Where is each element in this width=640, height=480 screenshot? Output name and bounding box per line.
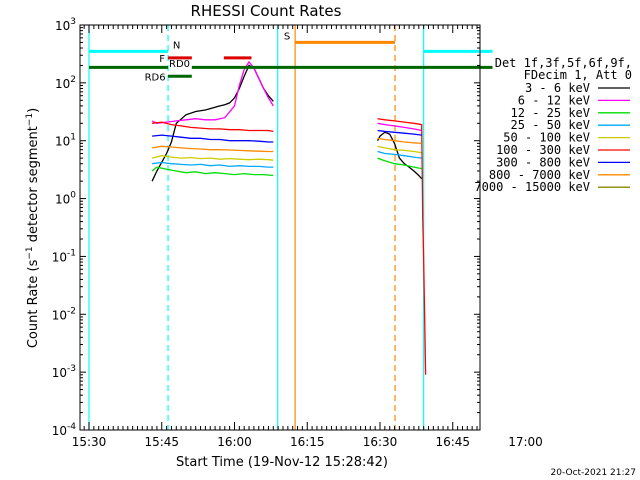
series-line — [151, 166, 274, 177]
y-tick-label: 102 — [55, 75, 76, 91]
flag-label: RD0 — [169, 59, 190, 70]
series-line — [377, 122, 422, 132]
y-tick-base: 10 — [55, 135, 70, 149]
series-line — [377, 129, 422, 136]
y-tick-exponent: -1 — [67, 248, 76, 258]
y-tick-label: 103 — [55, 17, 76, 33]
series-line — [152, 121, 274, 133]
legend-entry-label: 50 - 100 keV — [503, 131, 590, 145]
x-tick-label: 16:45 — [435, 435, 470, 449]
series-line — [377, 118, 427, 375]
plot-frame — [79, 24, 481, 431]
series-line — [151, 60, 274, 124]
y-tick-base: 10 — [52, 366, 67, 380]
x-tick-label: 16:15 — [290, 435, 325, 449]
vertical-marker-lines — [88, 25, 425, 430]
x-tick-label: 15:30 — [72, 435, 107, 449]
chart-title: RHESSI Count Rates — [191, 2, 342, 20]
series-layer — [151, 60, 427, 375]
y-tick-base: 10 — [52, 308, 67, 322]
footer-timestamp: 20-Oct-2021 21:27 — [551, 468, 636, 478]
flag-label: N — [173, 40, 180, 51]
x-tick-label: 15:45 — [144, 435, 179, 449]
y-axis-label-main: Count Rate (s — [26, 259, 41, 348]
y-axis-label: Count Rate (s−1 detector segment−1) — [25, 108, 41, 348]
legend-entry-label: 7000 - 15000 keV — [474, 180, 590, 194]
y-tick-label: 100 — [55, 191, 76, 207]
series-line — [377, 150, 422, 159]
y-axis-label-end: ) — [26, 108, 41, 113]
x-tick-label: 16:00 — [217, 435, 252, 449]
legend-entry-label: 100 - 300 keV — [496, 143, 590, 157]
y-tick-label: 10-1 — [52, 248, 76, 264]
y-tick-label: 10-3 — [52, 364, 76, 380]
y-tick-base: 10 — [55, 19, 70, 33]
series-line — [152, 134, 274, 143]
x-axis-label: Start Time (19-Nov-12 15:28:42) — [176, 455, 388, 470]
y-axis-label-mid: detector segment — [26, 126, 41, 246]
legend-entry-label: 6 - 12 keV — [518, 93, 590, 107]
y-tick-exponent: -2 — [67, 306, 76, 316]
legend-entry-label: 25 - 50 keV — [511, 118, 590, 132]
series-line — [151, 145, 274, 153]
y-tick-base: 10 — [55, 77, 70, 91]
y-axis-label-sup1: −1 — [25, 246, 35, 259]
series-line — [377, 145, 422, 154]
legend-entry-label: 800 - 7000 keV — [489, 168, 590, 182]
legend-entry-label: 3 - 6 keV — [525, 81, 590, 95]
y-tick-exponent: 3 — [70, 17, 76, 27]
series-line — [377, 137, 422, 145]
y-tick-base: 10 — [55, 193, 70, 207]
legend-header: Det 1f,3f,5f,6f,9f, — [495, 56, 632, 70]
y-axis-label-sup2: −1 — [25, 113, 35, 126]
flag-label: S — [284, 31, 290, 42]
flag-label: RD6 — [145, 72, 166, 83]
legend-header: FDecim 1, Att 0 — [524, 68, 632, 82]
series-line — [377, 131, 423, 180]
y-tick-exponent: 2 — [70, 75, 76, 85]
series-line — [151, 155, 274, 161]
series-line — [377, 157, 422, 170]
legend: Det 1f,3f,5f,6f,9f,FDecim 1, Att 03 - 6 … — [474, 56, 632, 194]
y-tick-exponent: 0 — [70, 191, 76, 201]
x-axis: 15:30 15:45 16:00 16:15 16:30 16:45 17:00 — [72, 25, 543, 449]
flag-label: F — [159, 54, 165, 65]
x-tick-label: 16:30 — [363, 435, 398, 449]
y-tick-exponent: 1 — [70, 133, 76, 143]
legend-entry-label: 300 - 800 keV — [496, 155, 590, 169]
y-tick-label: 10-2 — [52, 306, 76, 322]
series-line — [152, 161, 274, 168]
y-tick-label: 101 — [55, 133, 76, 149]
y-tick-exponent: -3 — [67, 364, 76, 374]
y-tick-base: 10 — [52, 250, 67, 264]
y-tick-exponent: -4 — [67, 422, 76, 432]
legend-entry-label: 12 - 25 keV — [511, 106, 590, 120]
y-tick-base: 10 — [52, 424, 67, 438]
y-tick-label: 10-4 — [52, 422, 77, 438]
x-tick-label: 17:00 — [508, 435, 543, 449]
